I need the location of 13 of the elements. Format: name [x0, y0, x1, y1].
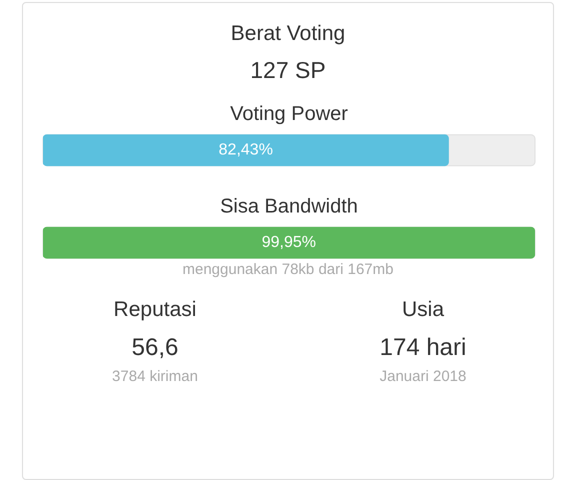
data-label: 82,43%	[218, 142, 273, 159]
data-label: 99,95%	[262, 234, 316, 252]
chart-title: Berat Voting	[230, 21, 346, 46]
y-tick-label: Sisa Bandwidth	[220, 195, 358, 218]
text: Reputasi	[112, 297, 198, 322]
text: 174 hari	[378, 334, 468, 363]
y-tick-label: Voting Power	[230, 102, 348, 125]
text: menggunakan 78kb dari 167mb	[182, 261, 394, 279]
text: Januari 2018	[378, 368, 468, 386]
text: 3784 kiriman	[111, 368, 199, 386]
text: 56,6	[130, 334, 180, 363]
text: Usia	[400, 297, 445, 322]
chart-subtitle: 127 SP	[249, 57, 327, 85]
